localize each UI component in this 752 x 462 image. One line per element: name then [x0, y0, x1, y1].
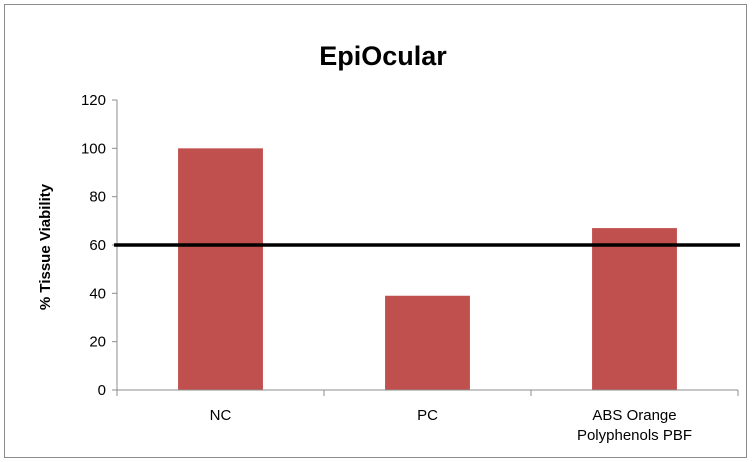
chart-title: EpiOcular — [319, 41, 447, 71]
y-tick-label: 20 — [89, 334, 106, 351]
x-category-label: ABS Orange Polyphenols PBF — [577, 407, 692, 444]
y-axis-ticks: 0 20 40 60 80 100 120 — [81, 92, 117, 399]
bar-1 — [385, 295, 470, 390]
bar-0 — [178, 148, 263, 390]
y-tick-label: 60 — [89, 237, 106, 254]
bar-2 — [592, 228, 677, 390]
x-axis-categories: NC PC ABS Orange Polyphenols PBF — [210, 407, 692, 444]
y-tick-label: 120 — [81, 92, 106, 109]
y-axis-label: % Tissue Viability — [37, 183, 54, 310]
x-category-label: NC — [210, 407, 232, 424]
y-tick-label: 100 — [81, 140, 106, 157]
bars — [178, 148, 677, 390]
y-tick-label: 0 — [98, 382, 106, 399]
y-tick-label: 80 — [89, 189, 106, 206]
x-category-label: PC — [417, 407, 438, 424]
y-tick-label: 40 — [89, 285, 106, 302]
